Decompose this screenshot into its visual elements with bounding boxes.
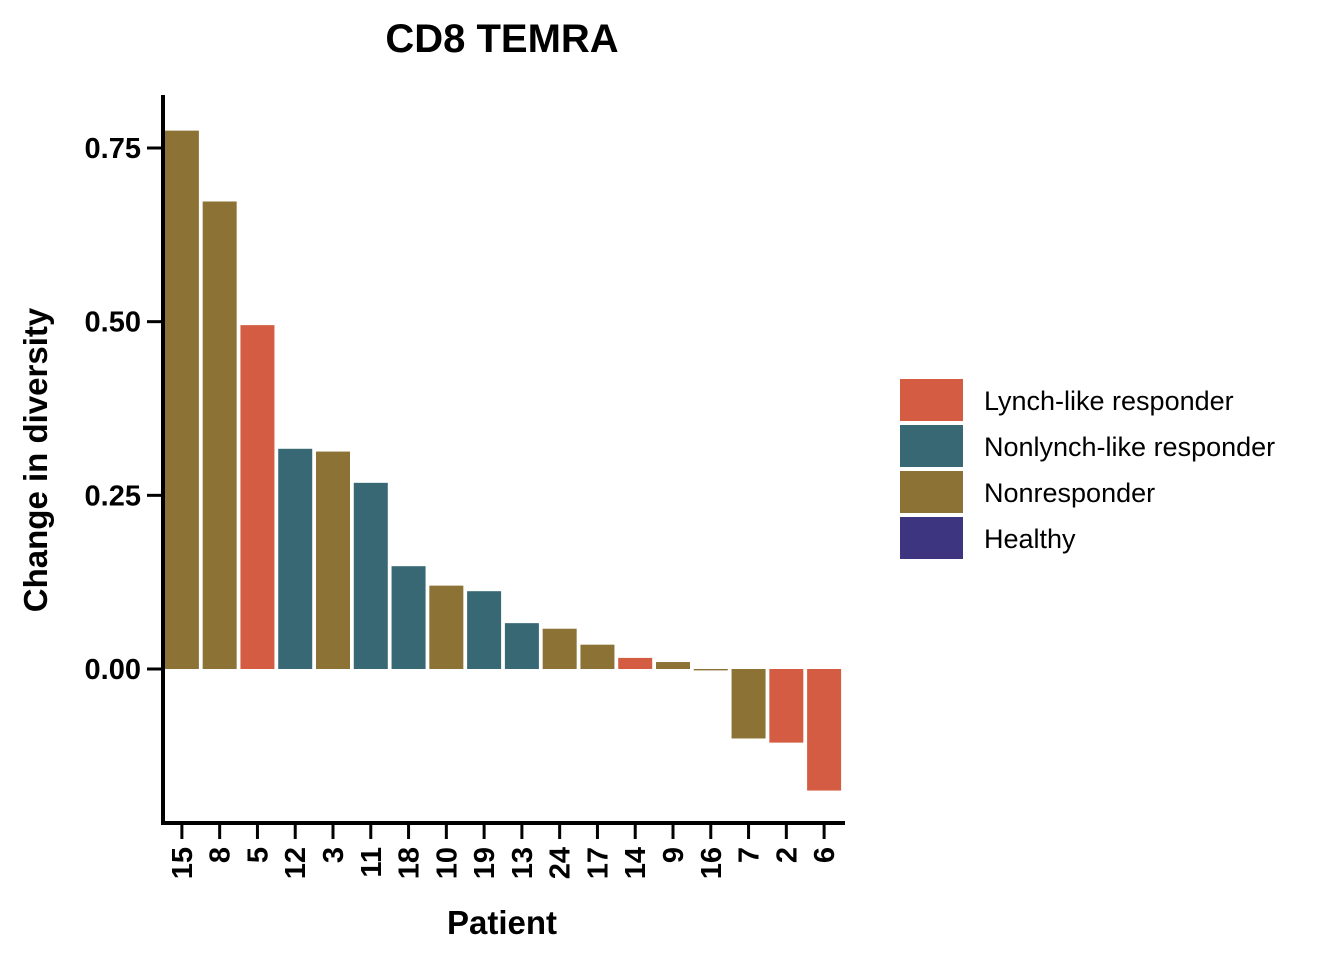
y-tick-label: 0.75 [85, 133, 141, 165]
bar-patient-16 [693, 669, 728, 671]
y-tick-label: 0.00 [85, 654, 141, 686]
x-tick-label: 3 [318, 847, 350, 863]
x-tick-label: 17 [582, 847, 614, 879]
legend-label: Lynch-like responder [984, 386, 1234, 416]
x-tick-label: 16 [696, 847, 728, 879]
legend-key [900, 517, 963, 559]
legend-key [900, 471, 963, 513]
y-axis-title: Change in diversity [17, 307, 54, 612]
x-tick-label: 10 [431, 847, 463, 879]
bar-patient-10 [429, 585, 464, 669]
legend-key [900, 379, 963, 421]
legend-label: Nonlynch-like responder [984, 432, 1275, 462]
x-tick-label: 5 [242, 847, 274, 863]
x-tick-label: 24 [545, 847, 577, 879]
y-tick-label: 0.50 [85, 307, 141, 339]
x-tick-label: 13 [507, 847, 539, 879]
legend-label: Healthy [984, 524, 1076, 554]
legend: Lynch-like responder Nonlynch-like respon… [900, 379, 1275, 559]
x-tick-label: 18 [394, 847, 426, 879]
x-tick-label: 7 [734, 847, 766, 863]
x-tick-label: 15 [167, 847, 199, 879]
bar-patient-19 [467, 591, 502, 669]
x-axis: 15 8 5 12 3 11 18 10 19 13 24 17 14 9 16 7 2 6 [161, 821, 845, 879]
bar-patient-13 [504, 623, 539, 669]
bar-patient-15 [164, 130, 199, 669]
x-tick-label: 12 [280, 847, 312, 879]
x-tick-label: 6 [809, 847, 841, 863]
x-tick-label: 14 [620, 847, 652, 879]
bar-patient-2 [769, 669, 804, 743]
x-tick-label: 19 [469, 847, 501, 879]
plot-area [164, 130, 842, 791]
bar-patient-14 [618, 657, 653, 669]
legend-label: Nonresponder [984, 478, 1155, 508]
x-tick-label: 11 [356, 847, 388, 878]
bar-patient-11 [353, 482, 388, 669]
legend-key [900, 425, 963, 467]
y-axis: 0.00 0.25 0.50 0.75 [85, 95, 165, 825]
x-tick-label: 8 [205, 847, 237, 863]
x-axis-title: Patient [447, 904, 557, 941]
bar-patient-3 [316, 451, 350, 669]
bar-patient-8 [202, 201, 237, 670]
bar-patient-12 [278, 448, 313, 669]
x-tick-label: 9 [658, 847, 690, 863]
bar-patient-18 [391, 566, 426, 669]
bar-patient-9 [656, 662, 690, 669]
bar-patient-7 [731, 669, 766, 739]
chart-title: CD8 TEMRA [385, 17, 618, 61]
x-tick-label: 2 [771, 847, 803, 863]
bar-patient-17 [580, 644, 615, 669]
bar-patient-6 [807, 669, 842, 791]
y-tick-label: 0.25 [85, 480, 141, 512]
bar-patient-24 [542, 628, 577, 669]
bar-patient-5 [240, 325, 275, 669]
